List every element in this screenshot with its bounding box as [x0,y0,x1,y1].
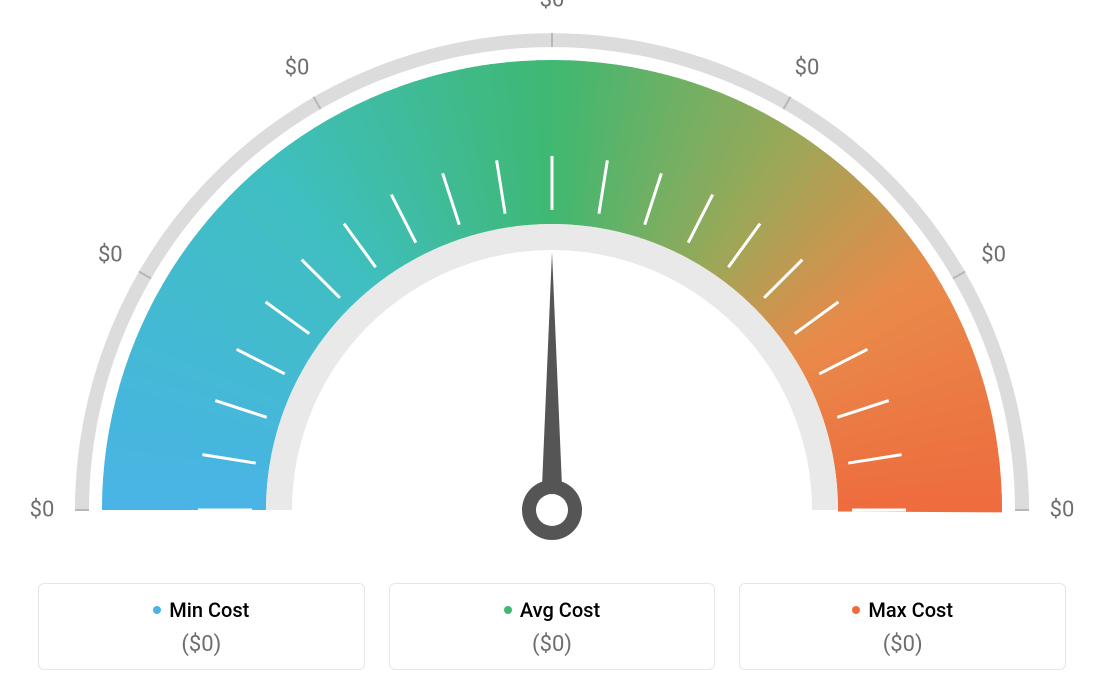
legend-dot-max [852,606,860,614]
gauge-svg [0,0,1104,560]
legend-dot-avg [504,606,512,614]
legend-value-avg: ($0) [400,632,705,657]
legend-title-max: Max Cost [852,598,953,622]
legend-value-min: ($0) [49,632,354,657]
gauge-scale-label: $0 [1050,498,1075,523]
legend-label-max: Max Cost [868,598,953,622]
gauge-area: $0 $0 $0 $0 $0 $0 $0 [0,0,1104,560]
gauge-scale-label: $0 [795,56,820,81]
legend-dot-min [153,606,161,614]
gauge-scale-label: $0 [30,498,55,523]
gauge-scale-label: $0 [98,243,123,268]
legend-value-max: ($0) [750,632,1055,657]
gauge-scale-label: $0 [540,0,565,13]
gauge-chart-container: $0 $0 $0 $0 $0 $0 $0 Min Cost ($0) Avg Cost ($… [0,0,1104,690]
legend-title-avg: Avg Cost [504,598,600,622]
legend-label-min: Min Cost [169,598,249,622]
legend-label-avg: Avg Cost [520,598,600,622]
legend-card-max: Max Cost ($0) [739,583,1066,670]
gauge-scale-label: $0 [981,243,1006,268]
legend-card-min: Min Cost ($0) [38,583,365,670]
legend-row: Min Cost ($0) Avg Cost ($0) Max Cost ($0… [38,583,1066,670]
gauge-scale-label: $0 [285,56,310,81]
legend-title-min: Min Cost [153,598,249,622]
legend-card-avg: Avg Cost ($0) [389,583,716,670]
